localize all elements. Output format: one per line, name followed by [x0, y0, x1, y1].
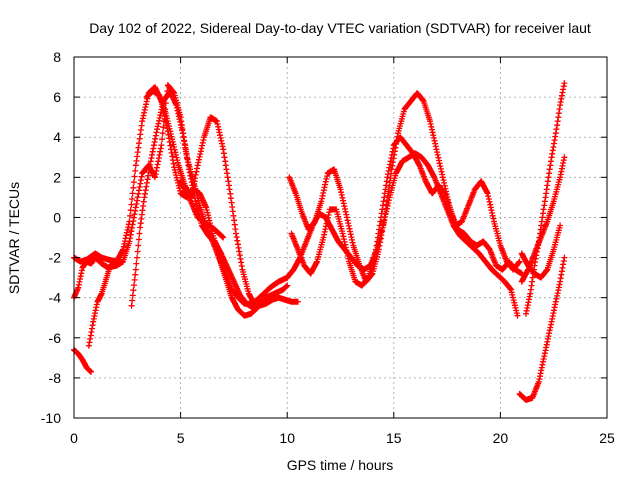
- y-tick-label: -8: [49, 370, 62, 386]
- chart-title: Day 102 of 2022, Sidereal Day-to-day VTE…: [89, 20, 591, 36]
- y-tick-label: -6: [49, 330, 62, 346]
- y-tick-label: -10: [41, 410, 61, 426]
- data-series: [516, 254, 568, 403]
- data-point-markers: [85, 258, 120, 349]
- y-tick-label: -2: [49, 250, 62, 266]
- data-point-markers: [518, 222, 564, 281]
- plot-area: [71, 80, 568, 403]
- data-series: [518, 154, 568, 285]
- data-point-markers: [177, 178, 227, 241]
- y-tick-label: 8: [53, 49, 61, 65]
- y-axis-label: SDTVAR / TECUs: [6, 182, 22, 294]
- x-tick-label: 15: [386, 430, 402, 446]
- x-tick-label: 20: [493, 430, 509, 446]
- data-point-markers: [516, 254, 568, 403]
- data-point-markers: [518, 154, 568, 285]
- x-tick-label: 25: [599, 430, 615, 446]
- x-tick-label: 0: [70, 430, 78, 446]
- plot-frame: [73, 56, 608, 419]
- data-series: [288, 134, 525, 289]
- x-tick-label: 10: [279, 430, 295, 446]
- y-tick-label: -4: [49, 290, 62, 306]
- x-tick-label: 5: [177, 430, 185, 446]
- tick-labels: 0 5 10 15 20 25 -10 -8 -6 -4 -2 0 2 4 6 8: [41, 49, 615, 446]
- y-tick-label: 2: [53, 169, 61, 185]
- x-axis-label: GPS time / hours: [287, 457, 394, 473]
- data-point-markers: [288, 134, 525, 289]
- y-tick-label: 4: [53, 129, 61, 145]
- axis-ticks: [73, 56, 608, 419]
- data-series: [518, 222, 564, 281]
- y-tick-label: 0: [53, 209, 61, 225]
- data-series: [177, 178, 227, 241]
- y-tick-label: 6: [53, 89, 61, 105]
- grid-lines: [74, 57, 607, 418]
- data-series: [85, 258, 120, 349]
